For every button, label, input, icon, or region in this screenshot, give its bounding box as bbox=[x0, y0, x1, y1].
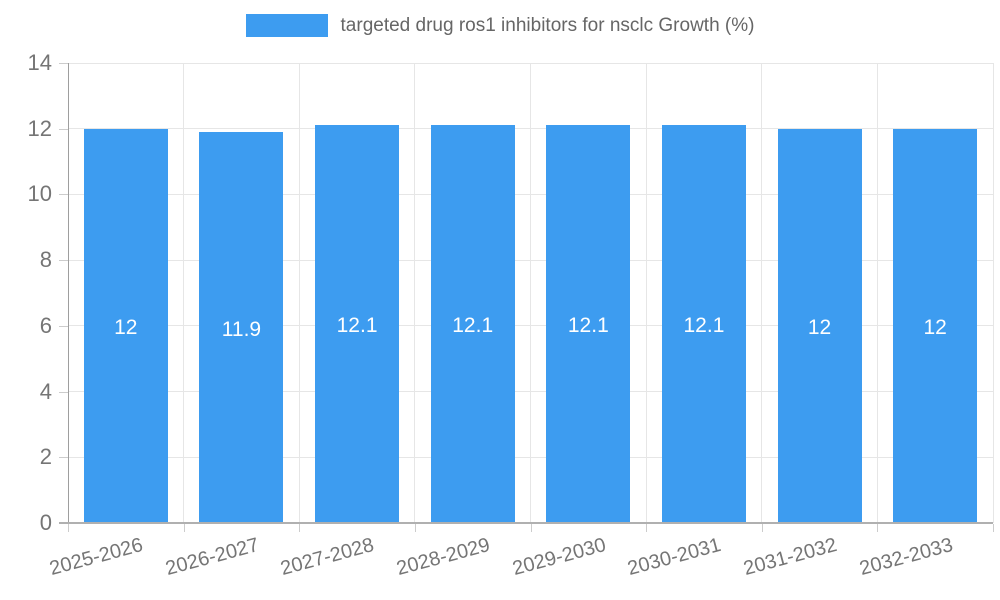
bar-value-label-2032-2033: 12 bbox=[923, 315, 947, 339]
bar-2025-2026[interactable] bbox=[83, 128, 168, 522]
bar-value-label-2030-2031: 12.1 bbox=[683, 314, 725, 338]
xtick-mark-8 bbox=[993, 524, 994, 532]
xtick-mark-6 bbox=[761, 524, 763, 532]
xtick-label-2025-2026: 2025-2026 bbox=[47, 534, 146, 581]
bar-2027-2028[interactable] bbox=[315, 125, 400, 522]
xtick-mark-7 bbox=[877, 524, 879, 532]
ytick-label-4: 4 bbox=[39, 378, 52, 404]
gridline-x-7 bbox=[876, 63, 878, 523]
ytick-mark-10 bbox=[59, 194, 68, 196]
bar-value-label-2028-2029: 12.1 bbox=[452, 314, 494, 338]
ytick-mark-4 bbox=[59, 391, 68, 393]
gridline-x-5 bbox=[645, 63, 647, 523]
ytick-label-8: 8 bbox=[39, 247, 52, 273]
ytick-label-14: 14 bbox=[27, 50, 52, 75]
xtick-label-2028-2029: 2028-2029 bbox=[394, 534, 493, 581]
xtick-mark-2 bbox=[299, 524, 301, 532]
bar-2026-2027[interactable] bbox=[199, 132, 284, 522]
bar-2032-2033[interactable] bbox=[893, 128, 978, 522]
gridline-x-3 bbox=[414, 63, 416, 523]
gridline-x-2 bbox=[298, 63, 300, 523]
xtick-mark-5 bbox=[646, 524, 648, 532]
xtick-mark-0 bbox=[68, 524, 69, 532]
ytick-label-2: 2 bbox=[39, 444, 52, 470]
bar-value-label-2029-2030: 12.1 bbox=[567, 314, 609, 338]
ytick-label-0: 0 bbox=[39, 510, 52, 535]
xtick-label-2031-2032: 2031-2032 bbox=[741, 534, 840, 581]
xtick-mark-3 bbox=[414, 524, 416, 532]
xtick-label-2027-2028: 2027-2028 bbox=[278, 534, 377, 581]
gridline-x-1 bbox=[183, 63, 185, 523]
bar-value-label-2027-2028: 12.1 bbox=[336, 314, 378, 338]
ytick-mark-2 bbox=[59, 457, 68, 459]
gridline-x-4 bbox=[530, 63, 531, 523]
xtick-label-2030-2031: 2030-2031 bbox=[625, 534, 724, 581]
ytick-mark-14 bbox=[59, 63, 68, 64]
bar-2029-2030[interactable] bbox=[546, 125, 631, 522]
bar-2031-2032[interactable] bbox=[777, 128, 862, 522]
ytick-label-6: 6 bbox=[39, 312, 52, 338]
legend-label: targeted drug ros1 inhibitors for nsclc … bbox=[340, 14, 755, 36]
xtick-label-2032-2033: 2032-2033 bbox=[856, 534, 955, 581]
bar-value-label-2026-2027: 11.9 bbox=[221, 317, 262, 341]
bar-2028-2029[interactable] bbox=[430, 125, 515, 522]
ytick-mark-8 bbox=[59, 260, 68, 262]
bar-2030-2031[interactable] bbox=[661, 125, 746, 522]
y-axis-line bbox=[68, 63, 69, 523]
xtick-label-2026-2027: 2026-2027 bbox=[163, 534, 262, 581]
ytick-mark-12 bbox=[59, 128, 68, 130]
gridline-x-6 bbox=[761, 63, 763, 523]
bar-value-label-2025-2026: 12 bbox=[114, 315, 138, 339]
xtick-mark-1 bbox=[183, 524, 185, 532]
bar-value-label-2031-2032: 12 bbox=[807, 315, 832, 339]
xtick-label-2029-2030: 2029-2030 bbox=[509, 534, 609, 581]
gridline-x-8 bbox=[992, 63, 994, 523]
ytick-mark-6 bbox=[59, 325, 68, 327]
xtick-mark-4 bbox=[530, 524, 532, 532]
legend-swatch-icon bbox=[245, 14, 328, 37]
chart-legend[interactable]: targeted drug ros1 inhibitors for nsclc … bbox=[0, 14, 1000, 37]
ytick-label-10: 10 bbox=[27, 181, 52, 207]
x-axis-line bbox=[59, 522, 993, 524]
ytick-label-12: 12 bbox=[27, 115, 52, 141]
